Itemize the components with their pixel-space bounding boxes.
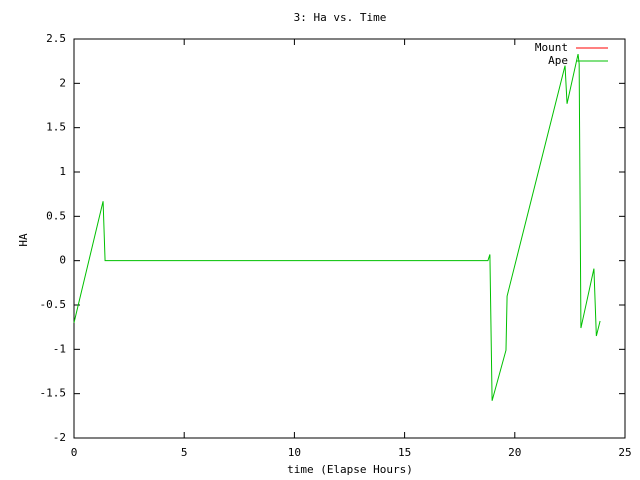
y-tick-label: 0 (59, 254, 66, 267)
chart-title: 3: Ha vs. Time (294, 11, 387, 24)
x-tick-label: 0 (71, 446, 78, 459)
x-tick-label: 5 (181, 446, 188, 459)
x-tick-label: 25 (618, 446, 631, 459)
y-tick-label: -2 (53, 431, 66, 444)
x-tick-label: 20 (508, 446, 521, 459)
y-tick-label: 2 (59, 76, 66, 89)
y-tick-label: 1 (59, 165, 66, 178)
y-tick-label: 2.5 (46, 32, 66, 45)
y-tick-label: 0.5 (46, 209, 66, 222)
x-tick-label: 15 (398, 446, 411, 459)
plot-frame (73, 38, 626, 439)
y-axis-label: HA (17, 233, 30, 247)
y-tick-label: -0.5 (40, 298, 67, 311)
y-tick-label: 1.5 (46, 121, 66, 134)
y-tick-label: -1 (53, 342, 66, 355)
x-tick-label: 10 (288, 446, 301, 459)
y-tick-label: -1.5 (40, 387, 67, 400)
x-axis-label: time (Elapse Hours) (287, 463, 413, 476)
legend-label: Mount (535, 41, 568, 54)
legend-label: Ape (548, 54, 568, 67)
series-line (73, 53, 601, 401)
